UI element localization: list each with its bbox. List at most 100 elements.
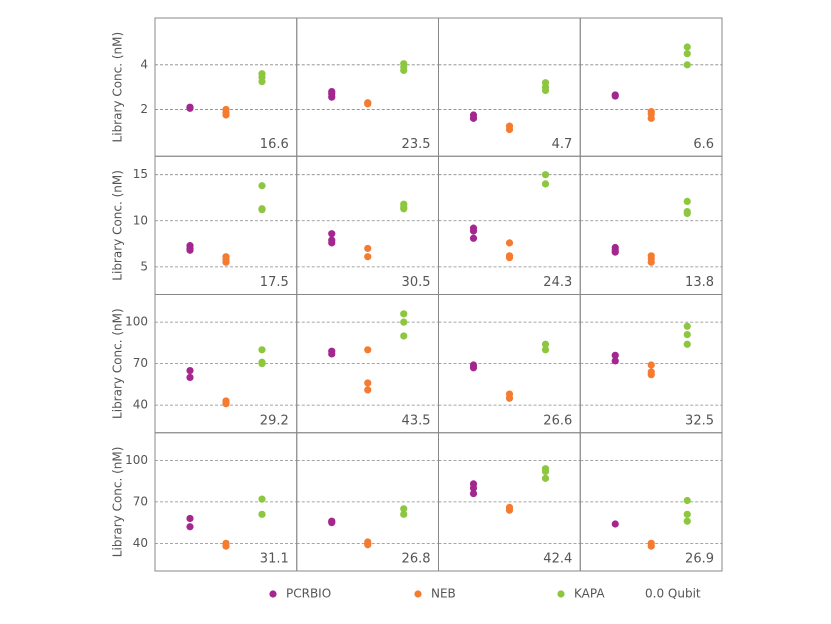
data-point: [505, 506, 514, 514]
data-point: [364, 386, 372, 394]
y-tick-label: 100: [125, 315, 148, 329]
data-point: [683, 510, 691, 518]
data-point: [469, 234, 478, 242]
data-point: [611, 520, 619, 528]
data-point: [328, 519, 336, 527]
data-point: [647, 114, 655, 122]
data-point: [400, 505, 408, 513]
data-point: [400, 332, 408, 340]
y-tick-label: 70: [133, 494, 148, 508]
data-point: [683, 496, 691, 505]
data-point: [683, 50, 691, 58]
data-point: [222, 258, 230, 266]
qubit-label: 6.6: [693, 137, 714, 152]
y-tick-label: 4: [140, 57, 148, 71]
panel-frame: [579, 432, 723, 572]
data-point: [505, 239, 514, 247]
data-point: [328, 93, 336, 101]
legend-label: NEB: [431, 587, 456, 601]
data-point: [683, 517, 691, 525]
panel-frame: [296, 155, 439, 295]
data-point: [541, 180, 550, 188]
data-point: [364, 253, 372, 261]
qubit-label: 4.7: [552, 137, 573, 152]
y-tick-label: 40: [133, 536, 148, 550]
data-point: [541, 474, 550, 482]
data-point: [364, 346, 372, 354]
data-point: [647, 542, 655, 550]
data-point: [222, 111, 230, 119]
data-point: [186, 104, 194, 112]
data-point: [258, 346, 266, 354]
data-point: [541, 346, 550, 354]
y-tick-label: 70: [133, 356, 148, 370]
y-tick-label: 15: [133, 167, 148, 181]
data-point: [186, 373, 194, 382]
y-tick-label: 10: [133, 213, 148, 227]
data-point: [222, 542, 230, 550]
data-point: [222, 400, 230, 408]
qubit-label: 29.2: [260, 413, 289, 428]
qubit-label: 17.5: [260, 275, 289, 290]
data-point: [611, 92, 619, 100]
data-point: [683, 43, 691, 51]
y-tick-label: 40: [133, 398, 148, 412]
data-point: [469, 489, 478, 498]
qubit-label: 42.4: [543, 552, 572, 567]
data-point: [186, 366, 194, 375]
y-axis-label: Library Conc. (nM): [111, 447, 125, 558]
qubit-label: 13.8: [685, 275, 714, 290]
data-point: [505, 125, 514, 134]
data-point: [683, 209, 691, 217]
y-tick-label: 2: [140, 102, 148, 116]
data-point: [258, 77, 266, 86]
data-point: [541, 171, 550, 179]
legend-label: KAPA: [574, 587, 605, 601]
data-point: [364, 541, 372, 549]
data-point: [258, 360, 266, 368]
data-point: [469, 227, 478, 235]
legend-label: 0.0 Qubit: [645, 587, 701, 601]
y-tick-label: 100: [125, 453, 148, 467]
legend-marker: [557, 590, 565, 598]
data-point: [683, 197, 691, 206]
y-axis-label: Library Conc. (nM): [111, 32, 125, 143]
data-point: [647, 371, 655, 379]
qubit-label: 26.6: [543, 413, 572, 428]
data-point: [611, 248, 619, 256]
panel-frame: [154, 155, 298, 295]
data-point: [505, 254, 514, 262]
data-point: [328, 239, 336, 247]
data-point: [683, 61, 691, 69]
legend-marker: [269, 590, 277, 598]
legend-label: PCRBIO: [286, 587, 331, 601]
data-point: [364, 100, 372, 108]
data-point: [400, 510, 408, 518]
data-point: [400, 205, 408, 213]
panel-frame: [296, 17, 439, 157]
data-point: [469, 364, 478, 372]
data-point: [647, 258, 655, 266]
data-point: [541, 86, 550, 95]
data-point: [186, 246, 194, 254]
qubit-label: 30.5: [402, 275, 431, 290]
qubit-label: 16.6: [260, 137, 289, 152]
data-point: [400, 310, 408, 318]
panel-frame: [579, 155, 723, 295]
data-point: [611, 351, 619, 359]
data-point: [186, 514, 194, 523]
data-point: [683, 340, 691, 348]
data-point: [647, 361, 655, 369]
data-point: [364, 379, 372, 387]
data-point: [541, 467, 550, 476]
y-tick-label: 5: [140, 259, 148, 273]
data-point: [683, 330, 691, 339]
data-point: [505, 394, 514, 402]
panel-frame: [154, 17, 298, 157]
data-point: [469, 114, 478, 122]
data-point: [258, 495, 266, 503]
qubit-label: 24.3: [543, 275, 572, 290]
data-point: [186, 523, 194, 531]
y-axis-label: Library Conc. (nM): [111, 308, 125, 419]
